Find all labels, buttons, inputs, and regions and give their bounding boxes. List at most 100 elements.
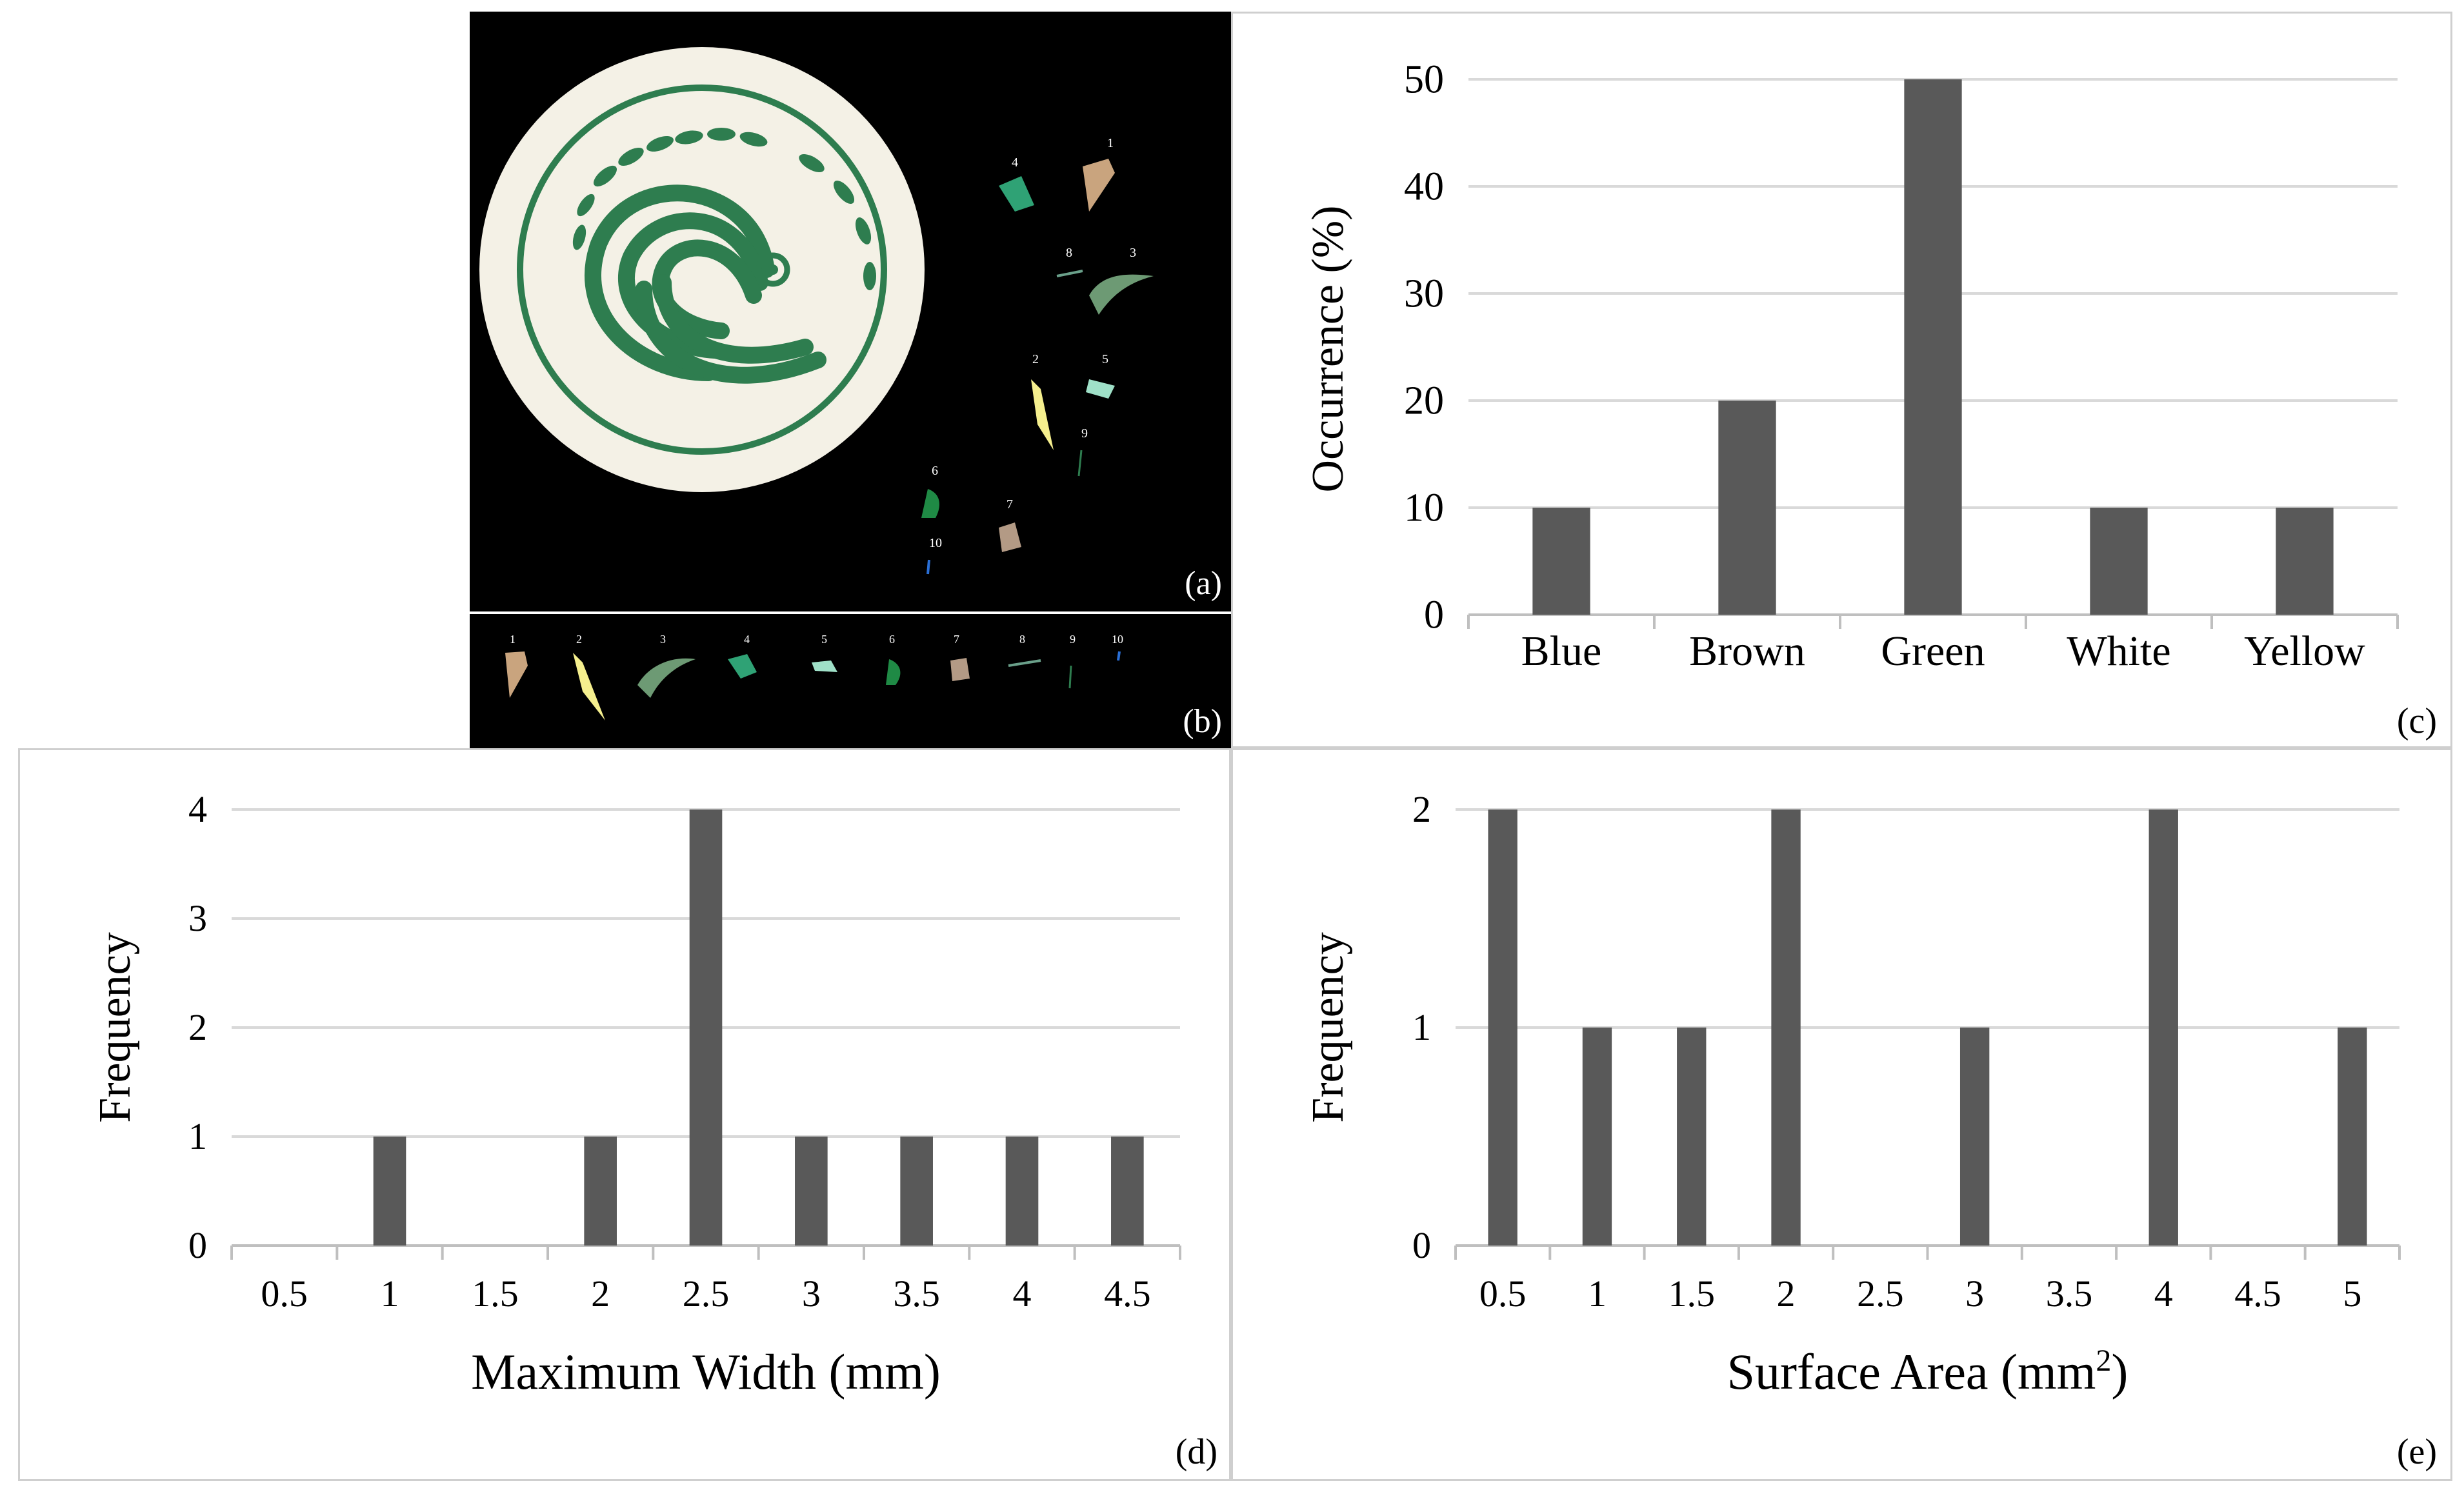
bar-Brown bbox=[1718, 401, 1776, 615]
strip-number: 7 bbox=[954, 633, 959, 646]
x-tick-label: 4.5 bbox=[1104, 1273, 1151, 1315]
bar-3 bbox=[795, 1137, 828, 1246]
bar-1 bbox=[1582, 1028, 1612, 1246]
bar-4 bbox=[2148, 810, 2178, 1246]
bar-1 bbox=[373, 1137, 406, 1246]
strip-number: 8 bbox=[1019, 633, 1025, 646]
x-tick-label: 1 bbox=[1588, 1273, 1607, 1315]
x-tick-label: 2 bbox=[591, 1273, 610, 1315]
strip-fragment-8 bbox=[1008, 659, 1041, 667]
chart-panel-d: 0 1 2 3 4 0.5 1 1.5 2 2.5 3 3.5 4 4.5 Frequency Maximum… bbox=[18, 748, 1231, 1481]
y-tick-label: 2 bbox=[1412, 788, 1431, 830]
fragment-number: 3 bbox=[1130, 246, 1136, 260]
fragment-10 bbox=[927, 559, 930, 575]
fragment-number: 1 bbox=[1107, 136, 1114, 150]
wave-eye-dot bbox=[768, 264, 778, 275]
fragment-7 bbox=[999, 522, 1021, 552]
panel-label-e: (e) bbox=[2397, 1432, 2437, 1472]
width-frequency-chart: 0 1 2 3 4 0.5 1 1.5 2 2.5 3 3.5 4 4.5 Frequency Maximum… bbox=[90, 788, 1217, 1472]
fragment-number: 9 bbox=[1081, 426, 1088, 441]
fragment-strip: 1 2 3 4 5 6 7 8 9 10 bbox=[505, 633, 1123, 720]
fragment-2 bbox=[1031, 379, 1054, 450]
y-tick-label: 0 bbox=[188, 1224, 207, 1266]
x-tick-label: Yellow bbox=[2244, 628, 2365, 675]
strip-fragment-3 bbox=[637, 658, 696, 698]
fragment-1 bbox=[1083, 159, 1115, 212]
fragment-number: 4 bbox=[1012, 155, 1018, 170]
strip-number: 9 bbox=[1070, 633, 1076, 646]
x-tick-label: Blue bbox=[1521, 628, 1602, 675]
y-axis-label: Frequency bbox=[1303, 932, 1353, 1122]
photo-panel-a: 4 1 8 3 2 5 9 6 7 10 (a) bbox=[470, 12, 1231, 611]
x-tick-label: 0.5 bbox=[1479, 1273, 1527, 1315]
bar-3 bbox=[1959, 1028, 1990, 1246]
y-tick-label: 1 bbox=[1412, 1006, 1431, 1048]
occurrence-chart: 0 10 20 30 40 50 Blue Brown Green White Yellow Occu… bbox=[1303, 57, 2437, 741]
strip-fragment-1 bbox=[505, 651, 528, 698]
x-tick-label: White bbox=[2067, 628, 2170, 675]
strip-fragment-6 bbox=[886, 659, 901, 685]
strip-fragment-5 bbox=[812, 661, 837, 672]
strip-number: 3 bbox=[660, 633, 666, 646]
x-tick-label: 4.5 bbox=[2234, 1273, 2281, 1315]
x-tick-label: 5 bbox=[2343, 1273, 2361, 1315]
strip-fragment-9 bbox=[1068, 665, 1072, 689]
fragment-number: 7 bbox=[1007, 497, 1013, 512]
y-tick-label: 0 bbox=[1424, 593, 1444, 637]
bar-4.5 bbox=[1111, 1137, 1144, 1246]
strip-fragment-2 bbox=[573, 653, 605, 720]
fragment-6 bbox=[921, 489, 940, 518]
panel-label-c: (c) bbox=[2397, 701, 2437, 741]
panel-label-d: (d) bbox=[1176, 1432, 1217, 1472]
bar-5 bbox=[2338, 1028, 2367, 1246]
x-tick-label: Green bbox=[1881, 628, 1985, 675]
x-axis-label: Surface Area (mm2) bbox=[1727, 1344, 2128, 1400]
fish-ring bbox=[572, 128, 876, 290]
x-tick-label: 1 bbox=[381, 1273, 399, 1315]
fragment-9 bbox=[1077, 450, 1083, 477]
y-tick-label: 40 bbox=[1404, 164, 1444, 208]
bar-Blue bbox=[1532, 508, 1590, 615]
strip-number: 4 bbox=[744, 633, 750, 646]
chart-panel-c: 0 10 20 30 40 50 Blue Brown Green White Yellow Occu… bbox=[1231, 12, 2452, 748]
x-tick-label: 2.5 bbox=[1857, 1273, 1904, 1315]
y-tick-label: 50 bbox=[1404, 57, 1444, 101]
x-tick-label: 3 bbox=[1965, 1273, 1984, 1315]
strip-number: 5 bbox=[821, 633, 827, 646]
y-tick-label: 3 bbox=[188, 897, 207, 939]
strip-number: 2 bbox=[576, 633, 582, 646]
area-frequency-chart: 0 1 2 0.5 1 1.5 2 2.5 3 3.5 4 4.5 5 Frequency Surface … bbox=[1303, 788, 2437, 1472]
x-tick-label: 2 bbox=[1777, 1273, 1796, 1315]
x-tick-label: 3.5 bbox=[893, 1273, 940, 1315]
x-tick-label: 3.5 bbox=[2046, 1273, 2093, 1315]
x-tick-label: 4 bbox=[1013, 1273, 1032, 1315]
y-tick-label: 1 bbox=[188, 1115, 207, 1157]
fragment-4 bbox=[999, 176, 1034, 212]
dish-photo: 4 1 8 3 2 5 9 6 7 10 bbox=[479, 47, 1154, 575]
bar-4 bbox=[1005, 1137, 1039, 1246]
y-axis-label: Frequency bbox=[90, 932, 140, 1122]
x-axis-label: Maximum Width (mm) bbox=[471, 1344, 941, 1400]
strip-number: 1 bbox=[510, 633, 516, 646]
fragment-number: 6 bbox=[932, 464, 938, 478]
x-tick-label: 0.5 bbox=[261, 1273, 308, 1315]
dish-inner-ring bbox=[517, 84, 887, 455]
fragment-5 bbox=[1086, 379, 1115, 399]
x-tick-label: 4 bbox=[2154, 1273, 2173, 1315]
fragment-number: 5 bbox=[1102, 352, 1108, 366]
bar-Yellow bbox=[2276, 508, 2334, 615]
strip-fragment-7 bbox=[950, 658, 970, 681]
y-tick-label: 4 bbox=[188, 788, 207, 830]
bar-2 bbox=[1771, 810, 1801, 1246]
y-tick-label: 30 bbox=[1404, 272, 1444, 315]
fragment-8 bbox=[1056, 270, 1083, 277]
x-tick-label: Brown bbox=[1689, 628, 1805, 675]
bar-2.5 bbox=[689, 810, 723, 1246]
x-tick-label: 2.5 bbox=[683, 1273, 730, 1315]
y-tick-label: 0 bbox=[1412, 1224, 1431, 1266]
photo-panel-b: 1 2 3 4 5 6 7 8 9 10 (b) bbox=[470, 614, 1231, 748]
bar-2 bbox=[584, 1137, 617, 1246]
fragment-number: 2 bbox=[1032, 352, 1039, 366]
strip-number: 6 bbox=[889, 633, 895, 646]
panel-label-b: (b) bbox=[1183, 703, 1222, 740]
